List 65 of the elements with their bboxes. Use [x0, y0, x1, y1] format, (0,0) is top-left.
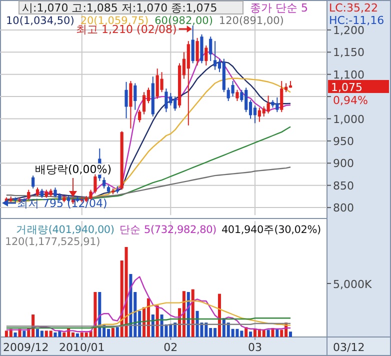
- bar: [196, 310, 199, 337]
- bar: [54, 332, 57, 337]
- bar: [249, 332, 252, 337]
- candlestick: [236, 89, 239, 102]
- text: LC:35,22: [329, 2, 378, 14]
- text: 종가 단순 5: [250, 2, 308, 14]
- bar: [218, 294, 221, 337]
- candlestick: [280, 80, 284, 113]
- bar: [14, 332, 17, 337]
- bar: [276, 328, 279, 337]
- bar: [22, 330, 26, 337]
- y-tick-label: 900: [333, 157, 354, 170]
- text: 1,075: [331, 81, 362, 94]
- text: 03/12: [333, 341, 365, 354]
- candlestick: [129, 80, 132, 130]
- x-tick-label: 02: [164, 341, 178, 354]
- bar: [111, 328, 114, 337]
- bar: [40, 330, 44, 337]
- text: 거래량(401,940,00): [16, 224, 114, 236]
- candlestick: [32, 175, 35, 189]
- bar: [49, 330, 52, 337]
- bar: [266, 330, 270, 337]
- y-tick-label: 1,000: [333, 112, 364, 126]
- text: 5,000K: [333, 278, 372, 291]
- text: 단순 5(732,982,80): [119, 224, 217, 236]
- y-tick-label: 850: [333, 179, 354, 192]
- bar: [236, 328, 239, 337]
- y-tick-label: 1,150: [333, 46, 364, 60]
- text: 120(1,177,525,91): [5, 236, 100, 248]
- bar: [116, 327, 119, 337]
- candlestick: [124, 81, 128, 119]
- candlestick: [231, 80, 234, 98]
- candlestick: [138, 109, 142, 123]
- bar: [76, 333, 79, 337]
- candlestick: [253, 104, 257, 124]
- text: 10(1,034,50): [6, 15, 74, 27]
- candlestick: [266, 95, 270, 114]
- candlestick: [134, 82, 137, 110]
- x-tick-label: 03: [248, 341, 262, 354]
- candlestick: [89, 189, 92, 200]
- candlestick: [142, 92, 146, 115]
- bar: [288, 332, 292, 337]
- candlestick: [191, 25, 194, 64]
- text: 2009/12: [3, 341, 49, 354]
- y-tick-label: 800: [333, 202, 354, 215]
- candlestick: [164, 88, 168, 113]
- bar: [191, 289, 194, 337]
- bar: [62, 332, 66, 337]
- y-tick-label: 950: [333, 134, 354, 148]
- candlestick: [204, 44, 208, 66]
- bar: [262, 330, 266, 337]
- bar: [36, 328, 40, 337]
- bar: [124, 247, 128, 337]
- candlestick: [94, 174, 97, 194]
- y-tick-label: 1,100: [333, 68, 364, 82]
- text: 0,94%: [333, 94, 368, 107]
- candlestick: [102, 176, 106, 189]
- candlestick: [213, 40, 217, 70]
- candlestick: [209, 36, 212, 62]
- candlestick: [160, 72, 164, 93]
- candlestick: [196, 37, 199, 66]
- text: 401,940주(30,02%): [221, 224, 322, 236]
- chart-title: 시:1,070 고:1,085 저:1,070 종:1,075: [22, 2, 218, 14]
- x-tick-label: 2010/01: [59, 341, 105, 354]
- text: 120(891,00): [218, 15, 284, 27]
